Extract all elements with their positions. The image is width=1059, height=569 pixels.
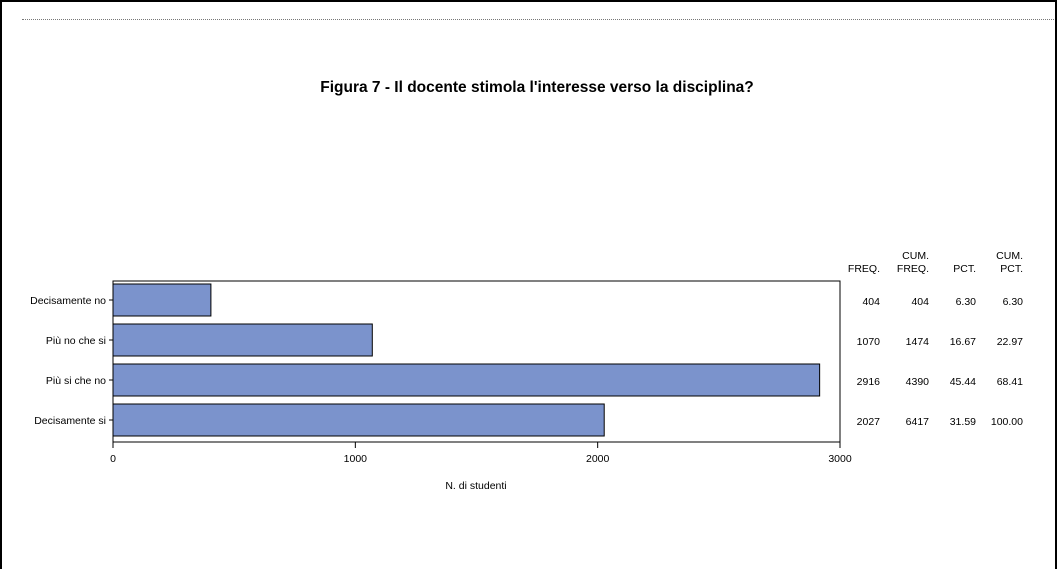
x-tick-label-3: 2000 bbox=[586, 453, 610, 465]
table-cell-r3-c1: 2916 bbox=[857, 376, 881, 388]
table-cell-r3-c3: 45.44 bbox=[950, 376, 976, 388]
table-header-4-line2: PCT. bbox=[1000, 263, 1023, 275]
chart-title: Figura 7 - Il docente stimola l'interess… bbox=[320, 79, 754, 96]
table-header-2-line2: FREQ. bbox=[897, 263, 929, 275]
table-cell-r2-c3: 16.67 bbox=[950, 336, 976, 348]
table-cell-r2-c4: 22.97 bbox=[997, 336, 1023, 348]
table-cell-r4-c1: 2027 bbox=[857, 416, 881, 428]
category-label-2: Più no che si bbox=[46, 335, 106, 347]
category-label-3: Più si che no bbox=[46, 375, 106, 387]
x-tick-label-1: 0 bbox=[110, 453, 116, 465]
table-cell-r1-c2: 404 bbox=[911, 296, 929, 308]
x-tick-label-4: 3000 bbox=[828, 453, 852, 465]
table-header-4-line1: CUM. bbox=[996, 250, 1023, 262]
bar-3 bbox=[112, 363, 821, 397]
bar-2 bbox=[112, 323, 373, 357]
table-header-3-line2: PCT. bbox=[953, 263, 976, 275]
plot-area bbox=[112, 280, 841, 443]
x-axis-label: N. di studenti bbox=[445, 480, 506, 492]
table-cell-r3-c2: 4390 bbox=[906, 376, 930, 388]
category-label-4: Decisamente si bbox=[34, 415, 106, 427]
x-tick-label-2: 1000 bbox=[344, 453, 368, 465]
table-cell-r2-c2: 1474 bbox=[906, 336, 930, 348]
dotted-separator bbox=[22, 19, 1054, 20]
bar-4 bbox=[112, 403, 605, 437]
table-cell-r4-c2: 6417 bbox=[906, 416, 930, 428]
table-cell-r1-c3: 6.30 bbox=[956, 296, 977, 308]
category-label-1: Decisamente no bbox=[30, 295, 106, 307]
table-cell-r1-c4: 6.30 bbox=[1003, 296, 1024, 308]
table-header-1-line2: FREQ. bbox=[848, 263, 880, 275]
table-cell-r2-c1: 1070 bbox=[857, 336, 881, 348]
table-cell-r4-c4: 100.00 bbox=[991, 416, 1023, 428]
table-header-2-line1: CUM. bbox=[902, 250, 929, 262]
table-cell-r3-c4: 68.41 bbox=[997, 376, 1023, 388]
table-cell-r4-c3: 31.59 bbox=[950, 416, 976, 428]
table-cell-r1-c1: 404 bbox=[862, 296, 880, 308]
bar-1 bbox=[112, 283, 212, 317]
